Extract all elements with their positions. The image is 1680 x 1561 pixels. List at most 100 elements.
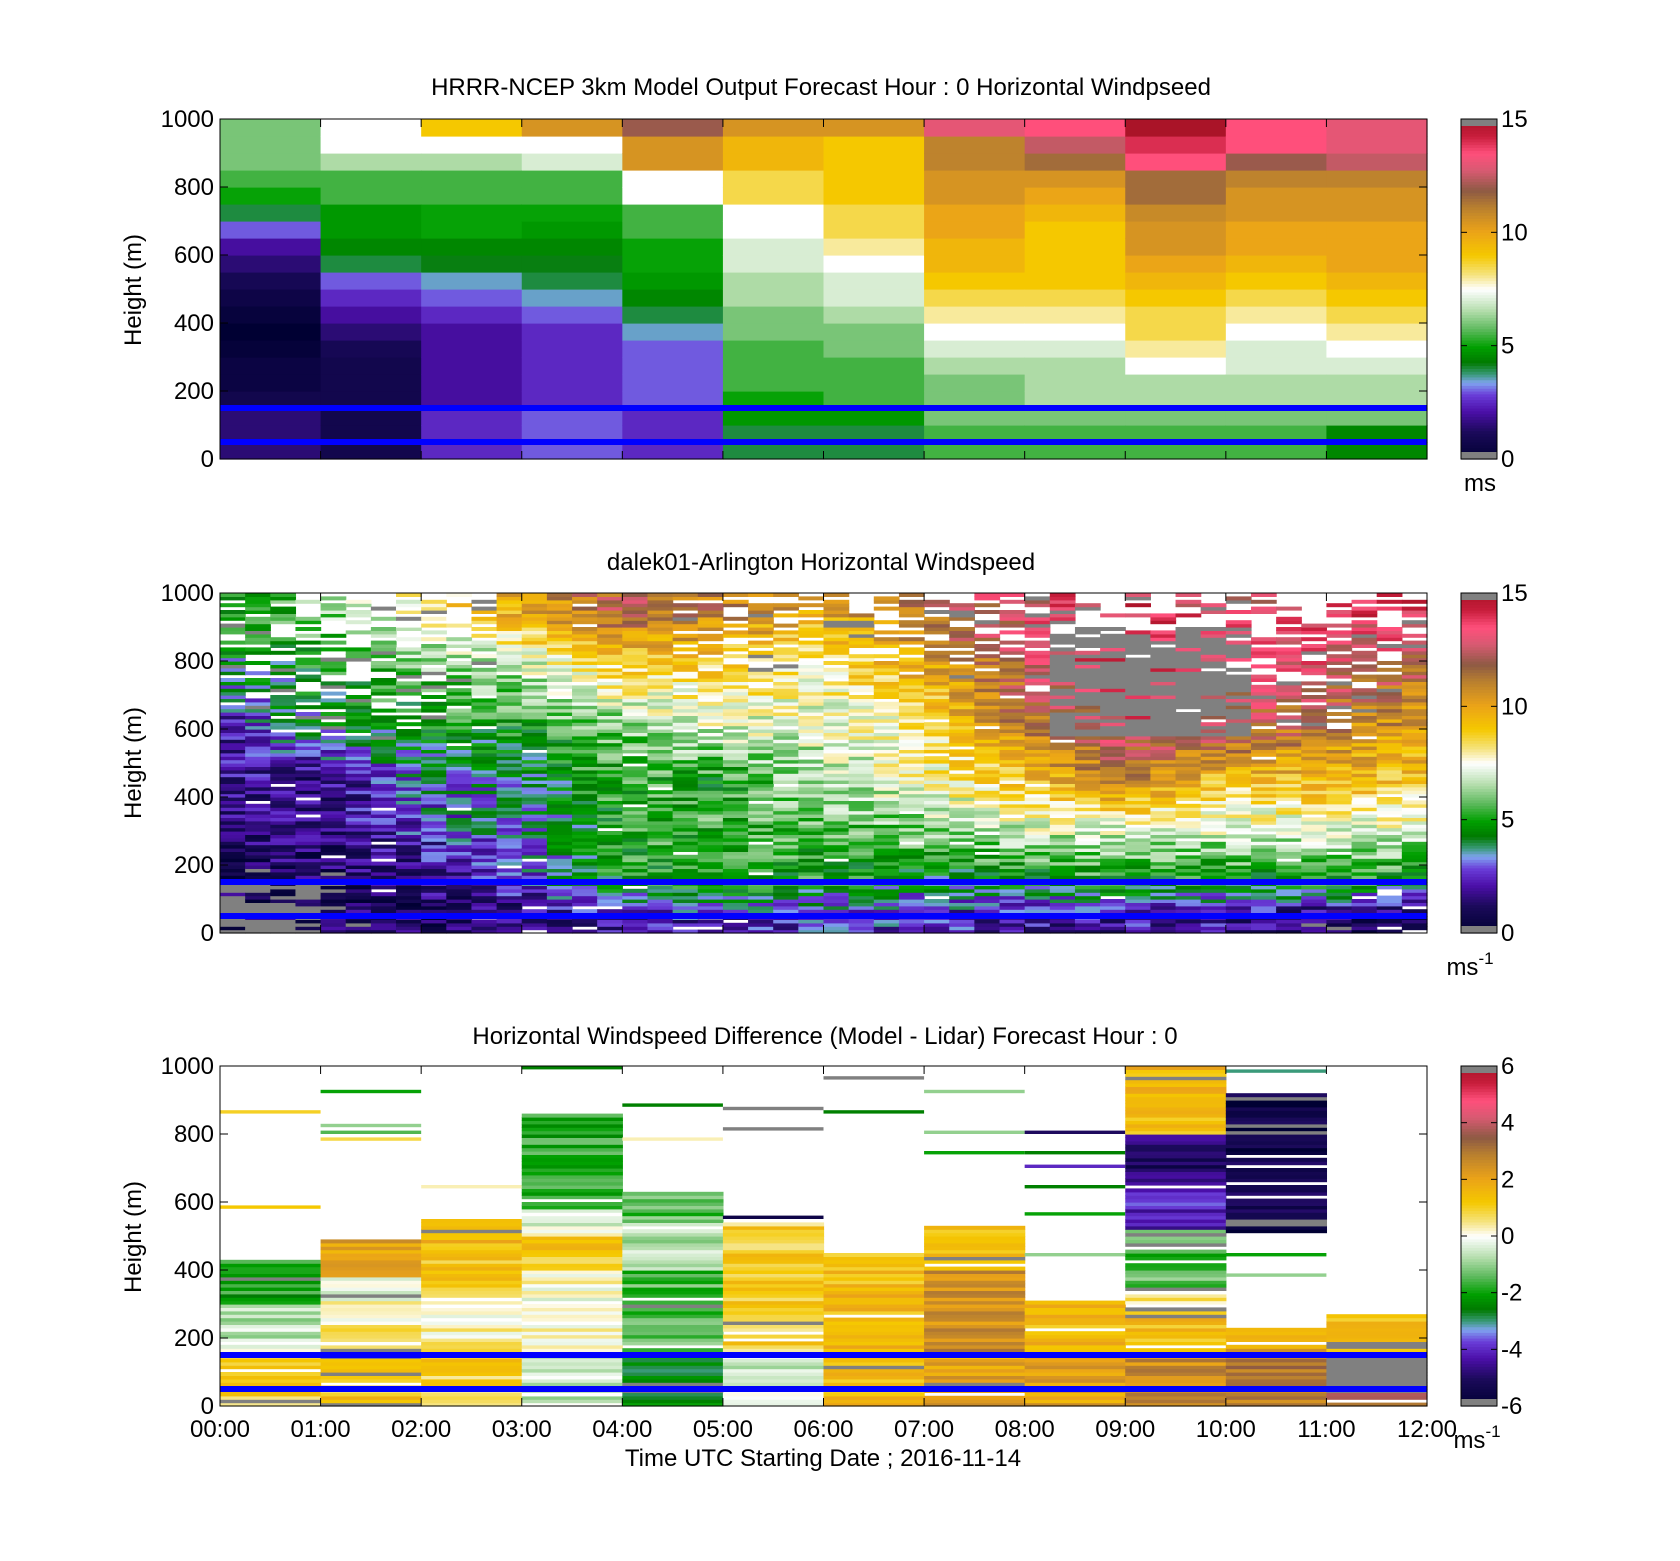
heatmap-cell xyxy=(1250,769,1277,774)
heatmap-cell xyxy=(421,763,447,767)
heatmap-cell xyxy=(521,272,623,290)
heatmap-cell xyxy=(697,752,724,757)
heatmap-cell xyxy=(421,851,447,856)
heatmap-cell xyxy=(270,769,297,774)
heatmap-cell xyxy=(1100,732,1126,737)
heatmap-cell xyxy=(873,844,900,849)
heatmap-cell xyxy=(421,885,447,890)
heatmap-cell xyxy=(924,644,950,648)
heatmap-cell xyxy=(773,848,799,852)
heatmap-cell xyxy=(848,671,875,676)
heatmap-cell xyxy=(572,596,598,601)
heatmap-cell xyxy=(370,922,397,927)
heatmap-cell xyxy=(1024,888,1051,893)
heatmap-cell xyxy=(220,892,246,897)
colorbar-swatch xyxy=(1461,615,1497,620)
heatmap-cell xyxy=(1376,644,1403,648)
heatmap-cell xyxy=(898,803,925,808)
heatmap-cell xyxy=(1074,650,1101,655)
heatmap-cell xyxy=(320,187,422,205)
heatmap-cell xyxy=(521,909,548,914)
heatmap-cell xyxy=(446,695,473,699)
colorbar-unit: ms xyxy=(1464,470,1496,497)
heatmap-cell xyxy=(270,616,297,621)
heatmap-cell xyxy=(1100,810,1126,815)
heatmap-cell xyxy=(220,1273,322,1278)
heatmap-cell xyxy=(873,725,900,730)
heatmap-cell xyxy=(647,817,674,822)
heatmap-cell xyxy=(320,221,422,239)
heatmap-cell xyxy=(245,926,271,931)
heatmap-cell xyxy=(320,769,347,774)
colorbar-swatch xyxy=(1461,890,1497,894)
heatmap-cell xyxy=(1326,742,1353,747)
heatmap-cell xyxy=(748,708,774,713)
heatmap-cell xyxy=(798,654,825,659)
heatmap-cell xyxy=(396,861,422,866)
heatmap-cell xyxy=(873,926,900,931)
heatmap-cell xyxy=(220,695,246,699)
heatmap-cell xyxy=(1250,593,1277,597)
heatmap-cell xyxy=(748,766,774,771)
heatmap-cell xyxy=(647,599,674,604)
heatmap-cell xyxy=(1049,633,1076,638)
heatmap-cell xyxy=(345,885,372,890)
heatmap-cell xyxy=(773,749,799,754)
heatmap-cell xyxy=(823,739,850,744)
heatmap-cell xyxy=(1351,627,1378,631)
heatmap-cell xyxy=(974,684,1001,689)
heatmap-cell xyxy=(1150,763,1177,767)
heatmap-cell xyxy=(848,742,875,747)
heatmap-cell xyxy=(396,674,422,679)
heatmap-cell xyxy=(1074,735,1101,740)
heatmap-cell xyxy=(220,374,322,392)
heatmap-cell xyxy=(421,684,447,689)
heatmap-cell xyxy=(924,776,950,781)
heatmap-cell xyxy=(1049,688,1076,693)
heatmap-cell xyxy=(823,712,850,716)
y-tick-label: 600 xyxy=(174,716,214,743)
heatmap-cell xyxy=(1125,644,1151,648)
heatmap-cell xyxy=(647,803,674,808)
heatmap-cell xyxy=(521,834,548,839)
heatmap-cell xyxy=(421,289,523,307)
heatmap-cell xyxy=(446,790,473,795)
heatmap-cell xyxy=(773,732,799,737)
heatmap-cell xyxy=(1276,620,1302,625)
heatmap-cell xyxy=(697,712,724,716)
heatmap-cell xyxy=(697,678,724,682)
heatmap-cell xyxy=(1376,909,1403,914)
heatmap-cell xyxy=(1376,630,1403,635)
heatmap-cell xyxy=(320,929,347,934)
heatmap-cell xyxy=(1049,848,1076,852)
heatmap-cell xyxy=(496,640,523,645)
heatmap-cell xyxy=(672,739,699,744)
heatmap-cell xyxy=(1200,640,1227,645)
heatmap-cell xyxy=(1376,715,1403,720)
heatmap-cell xyxy=(1175,603,1202,608)
colorbar-swatch xyxy=(1461,794,1497,798)
heatmap-cell xyxy=(622,844,649,849)
heatmap-cell xyxy=(722,780,749,784)
heatmap-cell xyxy=(396,606,422,611)
colorbar-swatch xyxy=(1461,257,1497,262)
heatmap-cell xyxy=(924,871,950,876)
heatmap-cell xyxy=(496,718,523,723)
heatmap-cell xyxy=(999,705,1026,710)
heatmap-cell xyxy=(949,899,975,903)
heatmap-cell xyxy=(546,858,573,863)
heatmap-cell xyxy=(798,868,825,873)
colorbar-swatch xyxy=(1461,359,1497,364)
heatmap-cell xyxy=(471,599,498,604)
heatmap-cell xyxy=(873,814,900,818)
heatmap-cell xyxy=(421,831,447,835)
heatmap-cell xyxy=(370,926,397,931)
heatmap-cell xyxy=(1125,633,1151,638)
heatmap-cell xyxy=(572,599,598,604)
heatmap-cell xyxy=(345,831,372,835)
heatmap-cell xyxy=(722,824,749,829)
heatmap-cell xyxy=(647,678,674,682)
heatmap-cell xyxy=(572,746,598,750)
heatmap-cell xyxy=(748,814,774,818)
colorbar-swatch xyxy=(1461,627,1497,631)
